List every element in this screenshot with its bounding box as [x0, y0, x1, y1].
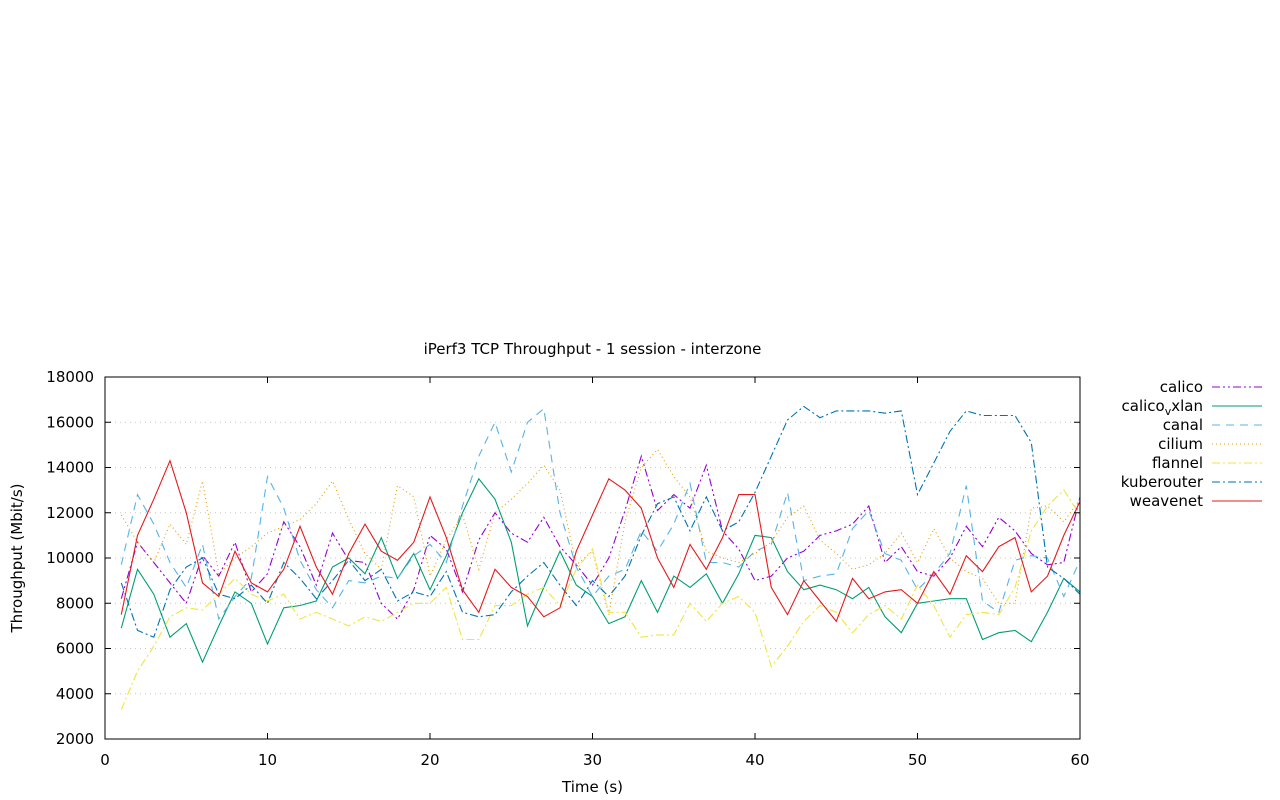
y-tick-label: 12000 [46, 504, 94, 522]
x-tick-label: 10 [258, 751, 277, 769]
plot-frame [104, 376, 1081, 740]
legend: calicocalicovxlancanalciliumflannelkuber… [1121, 378, 1262, 510]
series-line-canal [120, 407, 1081, 621]
axis-ticks: 2000 4000 6000 8000 10000 12000 14000 16000 1800… [46, 368, 1089, 769]
x-tick-label: 0 [100, 751, 110, 769]
legend-label-weavenet: weavenet [1130, 492, 1204, 510]
x-axis-label: Time (s) [561, 778, 623, 796]
series-line-kuberouter [120, 405, 1081, 638]
series-line-cilium [120, 448, 1081, 615]
series-line-flannel [120, 489, 1081, 710]
series-lines [120, 405, 1081, 710]
chart-title: iPerf3 TCP Throughput - 1 session - inte… [424, 340, 762, 358]
y-tick-label: 4000 [56, 685, 94, 703]
legend-label-calico: calico [1160, 378, 1203, 396]
x-tick-label: 60 [1070, 751, 1089, 769]
x-tick-label: 30 [583, 751, 602, 769]
legend-label-canal: canal [1163, 416, 1203, 434]
y-tick-label: 6000 [56, 640, 94, 658]
legend-label-calico_vxlan: calicovxlan [1122, 397, 1203, 418]
x-tick-label: 40 [745, 751, 764, 769]
y-tick-label: 2000 [56, 730, 94, 748]
y-tick-label: 8000 [56, 594, 94, 612]
y-axis-label: Throughput (Mbit/s) [8, 484, 26, 634]
y-tick-label: 14000 [46, 459, 94, 477]
x-tick-label: 50 [908, 751, 927, 769]
series-line-weavenet [120, 459, 1081, 623]
series-line-calico_vxlan [120, 477, 1081, 664]
y-tick-label: 10000 [46, 549, 94, 567]
y-tick-label: 16000 [46, 413, 94, 431]
legend-label-cilium: cilium [1158, 435, 1203, 453]
series-line-calico [120, 454, 1081, 620]
legend-label-kuberouter: kuberouter [1121, 473, 1204, 491]
legend-label-flannel: flannel [1152, 454, 1203, 472]
y-tick-label: 18000 [46, 368, 94, 386]
x-tick-label: 20 [420, 751, 439, 769]
